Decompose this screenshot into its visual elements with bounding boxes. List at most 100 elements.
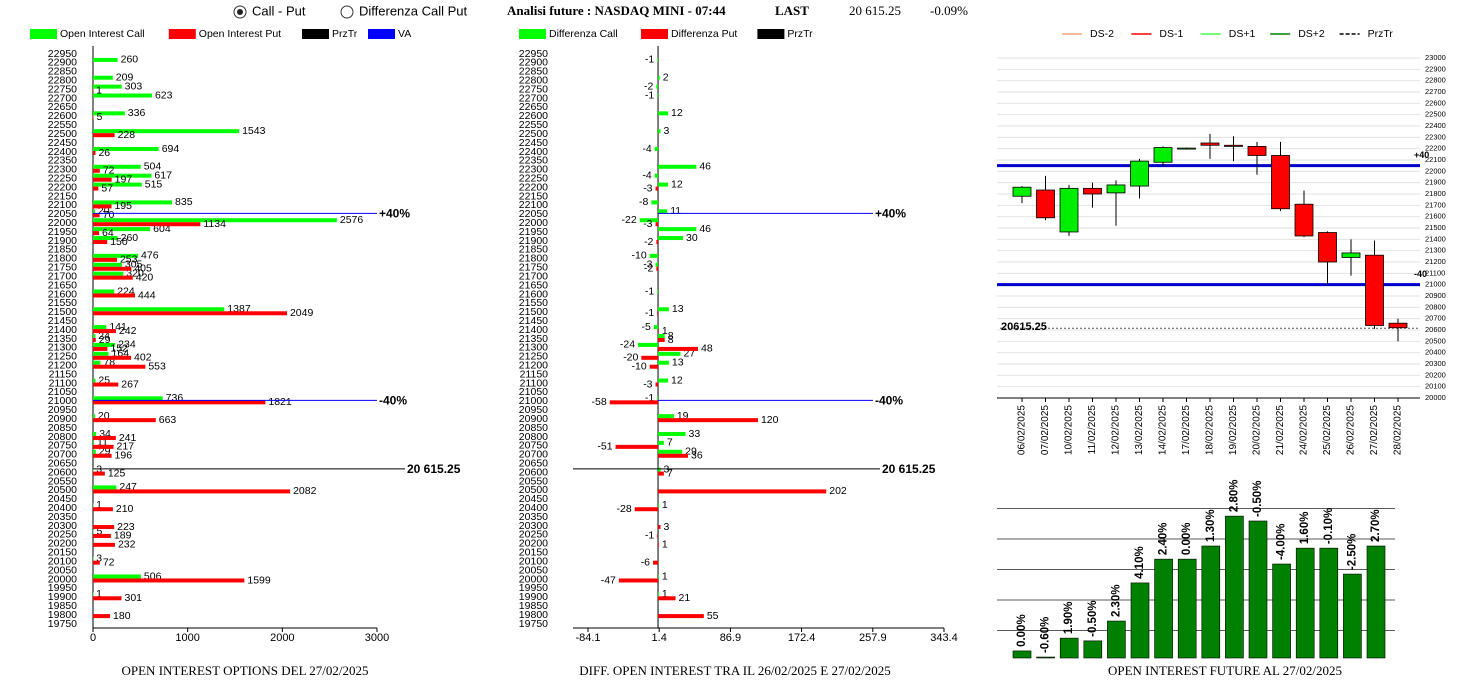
value-label: -6 xyxy=(641,556,650,568)
bar xyxy=(93,150,96,155)
reference-label: 20 615.25 xyxy=(882,462,936,476)
y-tick-label: 22950 xyxy=(48,48,77,60)
bar xyxy=(93,533,111,538)
legend-label: Open Interest Call xyxy=(60,28,145,40)
y-tick-label: 21000 xyxy=(48,395,77,407)
value-label: 232 xyxy=(118,539,136,551)
bar xyxy=(641,355,659,360)
y-tick-label: 20050 xyxy=(519,564,548,576)
value-label: -3 xyxy=(643,259,652,271)
value-label: -5 xyxy=(642,321,651,333)
bar xyxy=(655,222,659,227)
y-tick-label: 20600 xyxy=(48,466,77,478)
y-tick-label: 19850 xyxy=(519,600,548,612)
value-label: 209 xyxy=(116,72,134,84)
value-label: 617 xyxy=(154,169,172,181)
bar xyxy=(1059,637,1079,659)
value-label: 195 xyxy=(114,200,132,212)
value-label: -1 xyxy=(645,392,654,404)
bar-label: 2.40% xyxy=(1158,523,1170,556)
y-tick-label: 21850 xyxy=(48,244,77,256)
bar xyxy=(93,271,124,276)
bar xyxy=(655,382,659,387)
bar xyxy=(93,503,94,508)
bar xyxy=(656,266,659,271)
y-tick-label: 19800 xyxy=(48,609,77,621)
bar xyxy=(658,574,659,579)
bar xyxy=(654,146,659,151)
x-tick-label: 86.9 xyxy=(720,632,741,644)
value-label: 2 xyxy=(663,72,669,84)
value-label: 1 xyxy=(96,588,102,600)
radio-button[interactable] xyxy=(340,5,354,19)
x-tick-label: 13/02/2025 xyxy=(1134,405,1145,455)
y-tick-label: 19950 xyxy=(519,582,548,594)
value-label: -2 xyxy=(644,236,653,248)
bar xyxy=(658,329,659,334)
radio-label[interactable]: Call - Put xyxy=(252,3,306,18)
bar xyxy=(93,435,116,440)
y-tick-label: 22850 xyxy=(48,66,77,78)
y-tick-label: 21700 xyxy=(519,270,548,282)
bar xyxy=(93,115,94,120)
value-label: 72 xyxy=(103,165,115,177)
bar xyxy=(93,231,100,236)
bar xyxy=(93,266,132,271)
bar xyxy=(655,262,659,267)
bar xyxy=(93,346,108,351)
value-label: -4 xyxy=(642,143,651,155)
value-label: 444 xyxy=(138,289,156,301)
y-tick-label: 20700 xyxy=(48,449,77,461)
candle-body xyxy=(1083,187,1102,195)
y-tick-label: 21250 xyxy=(48,351,77,363)
y-tick-label: 22300 xyxy=(1425,132,1446,141)
bar xyxy=(93,186,99,191)
radio-label[interactable]: Differenza Call Put xyxy=(359,3,468,18)
y-tick-label: 21500 xyxy=(48,306,77,318)
x-tick-label: 11/02/2025 xyxy=(1087,405,1098,455)
value-label: -28 xyxy=(617,503,632,515)
bar xyxy=(634,507,659,512)
value-label: 694 xyxy=(162,143,180,155)
y-tick-label: 20000 xyxy=(519,573,548,585)
y-tick-label: 21150 xyxy=(49,368,78,380)
bar xyxy=(658,471,664,476)
value-label: -22 xyxy=(622,214,637,226)
value-label: 20 xyxy=(98,410,110,422)
bar xyxy=(93,209,95,214)
bar xyxy=(93,257,117,262)
x-tick-label: 28/02/2025 xyxy=(1393,405,1404,455)
x-tick-label: 17/02/2025 xyxy=(1181,405,1192,455)
y-tick-label: 19900 xyxy=(519,591,548,603)
last-price-label: 20615.25 xyxy=(1001,321,1047,333)
bar xyxy=(93,164,141,169)
bar xyxy=(93,275,133,280)
bar xyxy=(93,57,118,62)
bar xyxy=(93,592,94,597)
x-tick-label: 21/02/2025 xyxy=(1275,405,1286,455)
value-label: 150 xyxy=(110,236,128,248)
bar xyxy=(93,218,337,223)
bar xyxy=(615,444,659,449)
value-label: -24 xyxy=(620,339,635,351)
value-label: 253 xyxy=(120,254,138,266)
y-tick-label: 22350 xyxy=(519,155,548,167)
legend-label: DS-2 xyxy=(1090,28,1114,40)
bar xyxy=(658,503,659,508)
bar xyxy=(93,556,94,561)
y-tick-label: 21200 xyxy=(519,360,548,372)
y-tick-label: 20750 xyxy=(519,440,548,452)
y-tick-label: 22000 xyxy=(519,217,548,229)
y-tick-label: 20200 xyxy=(48,538,77,550)
y-tick-label: 22500 xyxy=(1425,110,1446,119)
bar xyxy=(93,177,112,182)
y-tick-label: 20800 xyxy=(519,431,548,443)
value-label: 120 xyxy=(761,414,779,426)
y-tick-label: 20750 xyxy=(48,440,77,452)
reference-label: +40% xyxy=(379,206,410,220)
y-tick-label: 21600 xyxy=(1425,212,1446,221)
y-tick-label: 21500 xyxy=(519,306,548,318)
bar-label: -0.50% xyxy=(1252,481,1264,517)
y-tick-label: 22450 xyxy=(519,137,548,149)
